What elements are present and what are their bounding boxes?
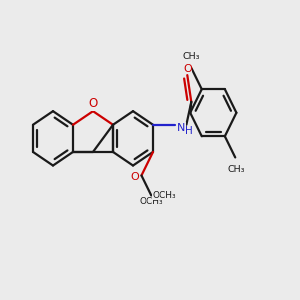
Text: N: N <box>177 123 186 133</box>
Text: O: O <box>130 172 139 182</box>
Text: CH₃: CH₃ <box>183 52 200 61</box>
Text: OCH₃: OCH₃ <box>153 191 176 200</box>
Text: O: O <box>88 97 98 110</box>
Text: CH₃: CH₃ <box>228 165 245 174</box>
Text: H: H <box>185 126 193 136</box>
Text: OCH₃: OCH₃ <box>140 197 163 206</box>
Text: O: O <box>183 64 192 74</box>
